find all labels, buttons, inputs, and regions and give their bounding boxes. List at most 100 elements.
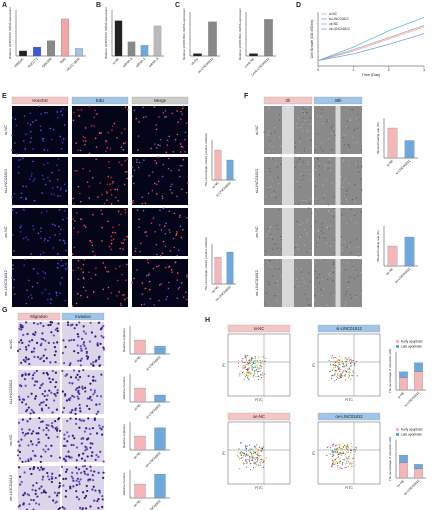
cell [53,193,56,196]
y-axis-label: The percentage of EdU positive cells(%) [204,237,208,291]
cell [29,457,33,460]
cell [20,428,24,431]
cell [35,481,38,485]
cell [345,178,347,180]
cell [100,132,103,134]
cell [266,134,269,136]
cell [345,293,347,296]
cell [82,419,85,422]
cell [110,176,112,179]
cell [62,457,66,460]
cell [19,457,22,460]
cell [143,159,145,162]
cell [322,184,324,186]
cell [50,454,53,458]
cell [340,214,343,216]
cell [311,212,313,214]
event [265,458,267,460]
cell [32,467,35,471]
cell [69,417,72,420]
cell [92,485,95,488]
cell [328,161,330,163]
x-tick-label: si-LINC01812 [145,403,162,420]
event [332,455,334,457]
cell [269,259,271,262]
cell [73,327,76,330]
event [248,371,250,373]
event [265,456,267,458]
cell [91,442,94,445]
event [251,366,253,368]
cell [85,404,89,408]
column-header [17,312,61,321]
event [237,451,239,453]
cell [90,362,93,365]
cell [156,147,158,149]
y-axis-label: PI [312,363,316,366]
cell [276,298,278,301]
cell [350,252,352,254]
cell [151,171,154,173]
event [337,451,339,453]
cell [49,320,52,324]
cell [346,222,348,224]
cell [320,147,322,149]
event [239,458,241,460]
column-header [61,312,105,321]
cell [159,144,161,147]
cell [33,355,36,358]
cell [164,225,166,227]
cell [348,164,350,166]
event [252,358,254,360]
legend-swatch [396,428,399,431]
cell [50,480,54,484]
cell [78,386,81,389]
cell [51,378,54,381]
cell [357,166,359,168]
cell [358,171,360,173]
cell [75,211,78,214]
cell [78,426,81,429]
cell [135,117,138,120]
cell [124,298,126,301]
cell [39,253,42,256]
cell [313,169,315,171]
event [346,368,349,370]
cell [105,150,107,153]
cell [328,138,330,140]
event [251,363,253,365]
y-axis-label: Relative LINC01812 mRNA expression [8,7,12,59]
event [348,372,351,374]
event [257,362,259,364]
event [256,364,258,366]
row-label: oe-NC [8,434,13,446]
event [257,356,259,358]
cell [332,124,334,126]
event [259,462,261,464]
cell [24,147,27,150]
wound-gap [335,157,341,205]
event [342,458,344,461]
cell [340,238,342,240]
cell [109,188,112,191]
cell [41,478,44,481]
event [349,458,351,460]
cell [73,227,75,229]
cell [91,478,95,482]
cell [168,265,171,268]
cell [48,236,51,239]
event [259,370,262,372]
cell [94,109,96,112]
cell [71,408,74,412]
cell [182,296,185,298]
cell [272,275,274,277]
cell [155,243,158,246]
cell [354,163,357,165]
cell [126,263,128,266]
cell [121,273,123,276]
cell [25,410,28,413]
cell [276,266,278,268]
cell [182,146,184,148]
event [329,453,331,455]
cell [314,299,316,301]
